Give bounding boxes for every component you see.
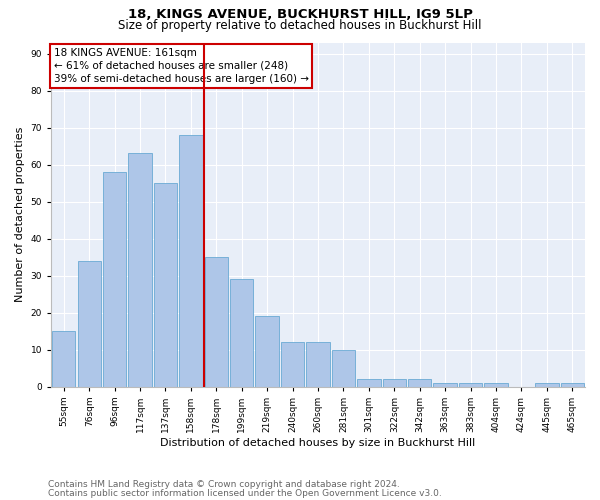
Bar — [154, 183, 177, 386]
Bar — [179, 135, 203, 386]
Bar — [52, 331, 76, 386]
X-axis label: Distribution of detached houses by size in Buckhurst Hill: Distribution of detached houses by size … — [160, 438, 476, 448]
Bar — [383, 379, 406, 386]
Bar — [535, 383, 559, 386]
Bar — [103, 172, 127, 386]
Text: Contains public sector information licensed under the Open Government Licence v3: Contains public sector information licen… — [48, 488, 442, 498]
Bar — [307, 342, 330, 386]
Bar — [560, 383, 584, 386]
Bar — [357, 379, 380, 386]
Bar — [433, 383, 457, 386]
Bar — [256, 316, 279, 386]
Bar — [77, 261, 101, 386]
Bar — [281, 342, 304, 386]
Y-axis label: Number of detached properties: Number of detached properties — [15, 127, 25, 302]
Bar — [408, 379, 431, 386]
Text: 18 KINGS AVENUE: 161sqm
← 61% of detached houses are smaller (248)
39% of semi-d: 18 KINGS AVENUE: 161sqm ← 61% of detache… — [54, 48, 309, 84]
Bar — [205, 257, 228, 386]
Text: Contains HM Land Registry data © Crown copyright and database right 2024.: Contains HM Land Registry data © Crown c… — [48, 480, 400, 489]
Bar — [484, 383, 508, 386]
Text: 18, KINGS AVENUE, BUCKHURST HILL, IG9 5LP: 18, KINGS AVENUE, BUCKHURST HILL, IG9 5L… — [128, 8, 472, 20]
Bar — [459, 383, 482, 386]
Text: Size of property relative to detached houses in Buckhurst Hill: Size of property relative to detached ho… — [118, 19, 482, 32]
Bar — [128, 154, 152, 386]
Bar — [332, 350, 355, 387]
Bar — [230, 280, 253, 386]
